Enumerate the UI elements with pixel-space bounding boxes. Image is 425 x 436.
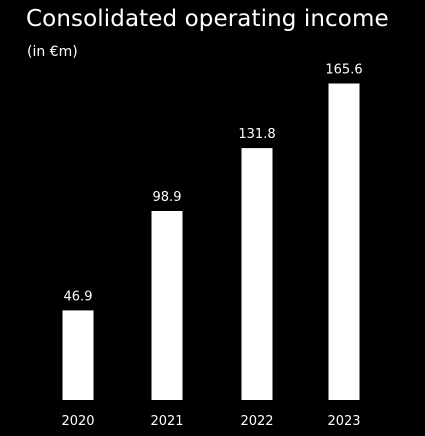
data-label-2022: 131.8 (238, 127, 275, 142)
data-label-2023: 165.6 (325, 63, 362, 78)
data-label-2020: 46.9 (64, 289, 93, 304)
data-label-2021: 98.9 (153, 190, 182, 205)
x-tick-label-2022: 2022 (240, 414, 273, 429)
chart-title: Consolidated operating income (26, 6, 389, 32)
bar-2020 (62, 310, 94, 400)
x-tick-label-2020: 2020 (61, 414, 94, 429)
chart-subtitle: (in €m) (27, 44, 78, 60)
x-tick-label-2021: 2021 (150, 414, 183, 429)
bar-2021 (151, 211, 183, 400)
bar-2023 (328, 83, 360, 400)
x-tick-label-2023: 2023 (327, 414, 360, 429)
bar-2022 (241, 148, 273, 400)
